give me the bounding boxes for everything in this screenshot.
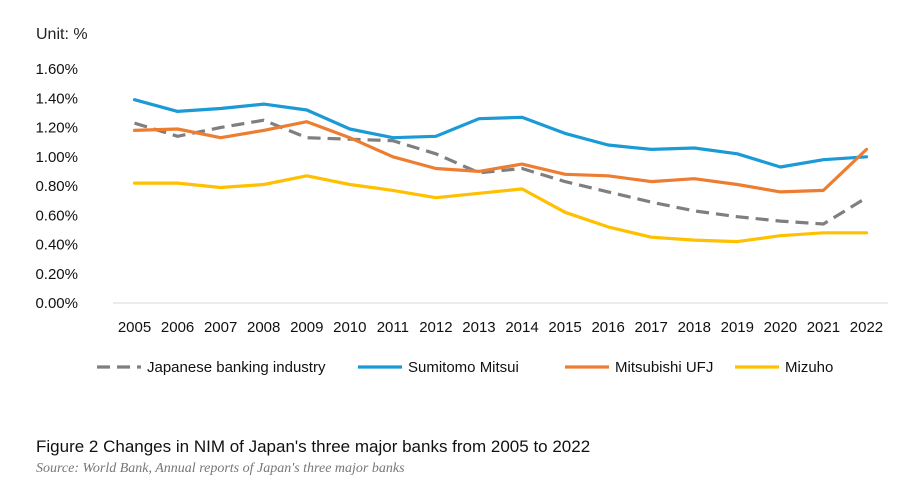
x-tick-label: 2007 [204, 319, 237, 336]
nim-line-chart: 0.00% 0.20% 0.40% 0.60% 0.80% 1.00% 1.20% 1.40%… [35, 61, 888, 376]
series-line-sumitomo-mitsui [132, 98, 869, 169]
series-line-mizuho [132, 174, 869, 244]
y-tick-label: 0.00% [35, 295, 78, 312]
x-axis-ticks: 2005 2006 2007 2008 2009 2010 2011 2012 2013 2014… [118, 319, 883, 336]
y-tick-label: 1.60% [35, 61, 78, 78]
x-tick-label: 2009 [290, 319, 323, 336]
legend: Japanese banking industry Sumitomo Mitsui… [97, 359, 833, 376]
series-lines [132, 98, 869, 244]
x-tick-label: 2013 [462, 319, 495, 336]
figure-caption: Figure 2 Changes in NIM of Japan's three… [36, 437, 591, 456]
x-tick-label: 2017 [635, 319, 668, 336]
x-tick-label: 2008 [247, 319, 280, 336]
unit-label: Unit: % [36, 26, 88, 43]
source-note: Source: World Bank, Annual reports of Ja… [36, 461, 405, 476]
y-tick-label: 0.20% [35, 266, 78, 283]
x-tick-label: 2006 [161, 319, 194, 336]
y-tick-label: 0.80% [35, 178, 78, 195]
x-tick-label: 2021 [807, 319, 840, 336]
series-line-mitsubishi-ufj [132, 120, 869, 194]
x-tick-label: 2010 [333, 319, 366, 336]
x-tick-label: 2015 [548, 319, 581, 336]
x-tick-label: 2016 [591, 319, 624, 336]
legend-label: Sumitomo Mitsui [408, 359, 519, 376]
x-tick-label: 2011 [377, 319, 409, 336]
legend-label: Mizuho [785, 359, 833, 376]
x-tick-label: 2005 [118, 319, 151, 336]
x-tick-label: 2022 [850, 319, 883, 336]
y-tick-label: 0.60% [35, 207, 78, 224]
y-tick-label: 1.00% [35, 149, 78, 166]
x-tick-label: 2018 [678, 319, 711, 336]
y-axis-ticks: 0.00% 0.20% 0.40% 0.60% 0.80% 1.00% 1.20% 1.40%… [35, 61, 78, 312]
legend-label: Japanese banking industry [147, 359, 326, 376]
y-tick-label: 1.40% [35, 90, 78, 107]
y-tick-label: 0.40% [35, 237, 78, 254]
y-tick-label: 1.20% [35, 120, 78, 137]
x-tick-label: 2012 [419, 319, 452, 336]
x-tick-label: 2020 [764, 319, 797, 336]
x-tick-label: 2019 [721, 319, 754, 336]
legend-label: Mitsubishi UFJ [615, 359, 713, 376]
series-line-japanese-banking-industry [134, 118, 868, 226]
x-tick-label: 2014 [505, 319, 538, 336]
